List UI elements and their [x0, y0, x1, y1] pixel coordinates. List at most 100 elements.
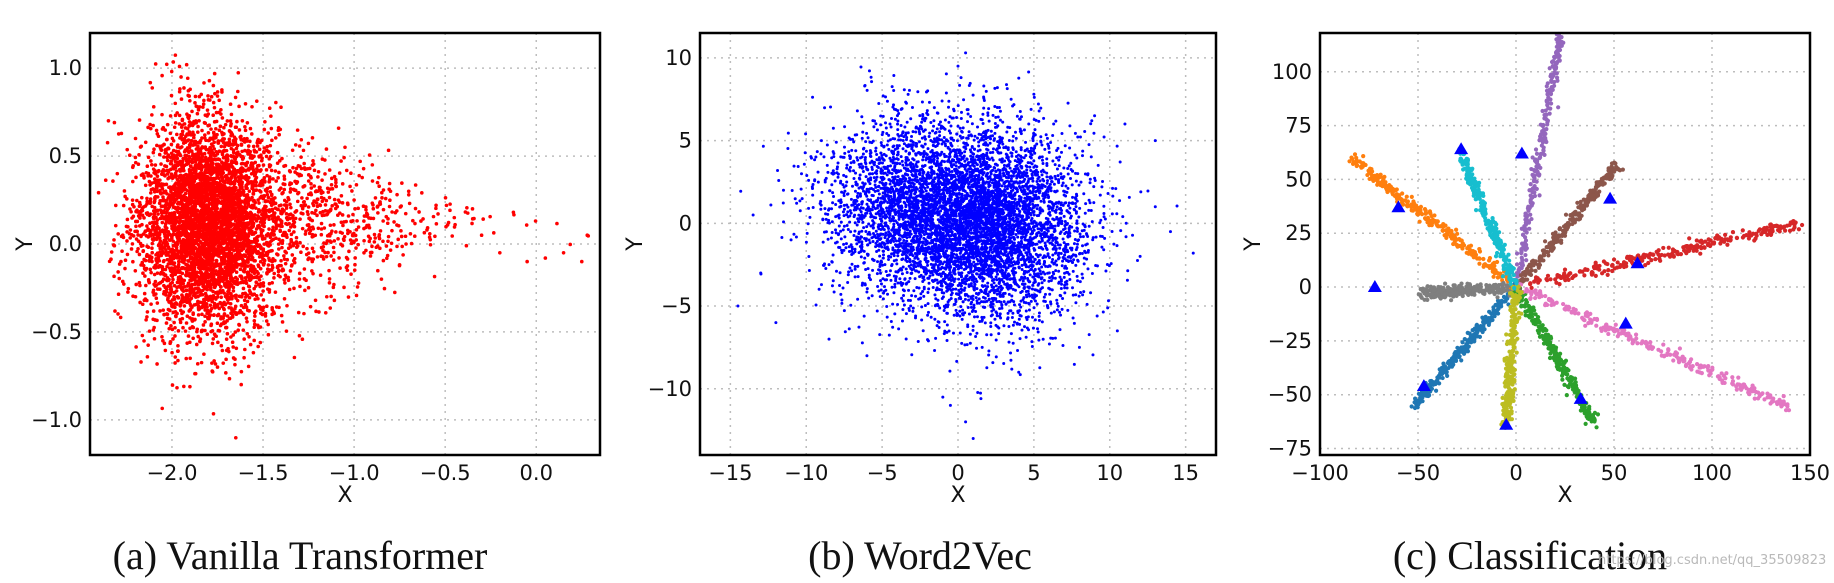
data-point [314, 309, 318, 314]
data-point [299, 173, 304, 178]
data-point [306, 251, 311, 255]
data-point [400, 244, 404, 249]
data-point [299, 250, 303, 254]
data-point [248, 252, 253, 257]
data-point [338, 266, 342, 270]
data-point [287, 287, 292, 292]
data-point [243, 295, 248, 299]
data-point [228, 119, 233, 123]
data-point [129, 247, 134, 251]
data-point [150, 241, 155, 246]
data-point [179, 125, 184, 129]
data-point [260, 235, 265, 239]
data-point [465, 206, 469, 210]
data-point [144, 283, 148, 288]
data-point [123, 194, 127, 199]
data-point [444, 224, 448, 229]
data-point [282, 254, 286, 258]
data-point [243, 169, 248, 173]
data-point [137, 118, 142, 122]
data-point [211, 268, 216, 273]
data-point [253, 297, 257, 302]
data-point [113, 309, 117, 313]
data-point [158, 178, 162, 182]
data-point [327, 195, 332, 200]
data-point [237, 188, 241, 193]
data-point [251, 350, 256, 355]
data-point [555, 221, 559, 226]
data-point [155, 218, 160, 222]
data-point [348, 184, 352, 189]
data-point [352, 268, 357, 272]
data-point [203, 320, 207, 324]
data-point [237, 104, 241, 109]
data-point [310, 136, 315, 140]
data-point [160, 334, 164, 339]
data-point [376, 211, 380, 215]
data-point [209, 94, 214, 99]
data-point [200, 165, 204, 169]
data-point [250, 195, 254, 200]
data-point [233, 125, 238, 129]
data-point [346, 202, 350, 207]
data-point [165, 233, 170, 238]
data-point [331, 245, 336, 250]
data-point [142, 339, 146, 343]
data-point [156, 243, 161, 247]
data-point [301, 200, 306, 204]
data-point [202, 120, 207, 125]
data-point [370, 201, 375, 205]
data-point [215, 94, 220, 98]
data-point [328, 306, 333, 310]
data-point [250, 269, 255, 274]
data-point [403, 211, 408, 216]
data-point [250, 155, 255, 160]
data-point [204, 233, 209, 237]
data-point [282, 177, 287, 181]
data-point [212, 304, 216, 309]
data-point [186, 116, 191, 121]
data-point [162, 258, 166, 263]
data-point [346, 214, 351, 218]
data-point [219, 263, 223, 267]
data-point [127, 153, 132, 158]
data-point [136, 246, 140, 251]
data-point [197, 220, 201, 225]
data-point [185, 314, 190, 318]
data-point [153, 229, 157, 233]
data-point [145, 200, 149, 204]
data-point [328, 223, 333, 228]
data-point [219, 144, 224, 149]
data-point [309, 186, 314, 190]
data-point [179, 277, 184, 281]
data-point [320, 199, 325, 204]
data-point [150, 204, 154, 209]
data-point [163, 225, 168, 230]
data-point [166, 284, 171, 288]
data-point [191, 276, 195, 280]
data-point [302, 267, 307, 271]
data-point [166, 170, 171, 174]
data-point [202, 305, 207, 309]
data-point [229, 306, 233, 310]
data-point [241, 328, 246, 332]
data-point [170, 192, 175, 197]
data-point [119, 234, 124, 239]
data-point [165, 276, 170, 280]
data-point [145, 164, 150, 169]
data-point [220, 130, 224, 135]
data-point [253, 314, 257, 318]
data-point [126, 286, 131, 291]
data-point [272, 276, 276, 280]
data-point [257, 163, 261, 168]
data-point [186, 259, 191, 263]
data-point [247, 309, 252, 313]
data-point [184, 254, 189, 258]
data-point [211, 83, 216, 88]
data-point [180, 117, 185, 122]
data-point [172, 290, 177, 295]
data-point [197, 201, 202, 205]
data-point [131, 163, 136, 168]
data-point [215, 313, 220, 318]
data-point [217, 98, 221, 103]
